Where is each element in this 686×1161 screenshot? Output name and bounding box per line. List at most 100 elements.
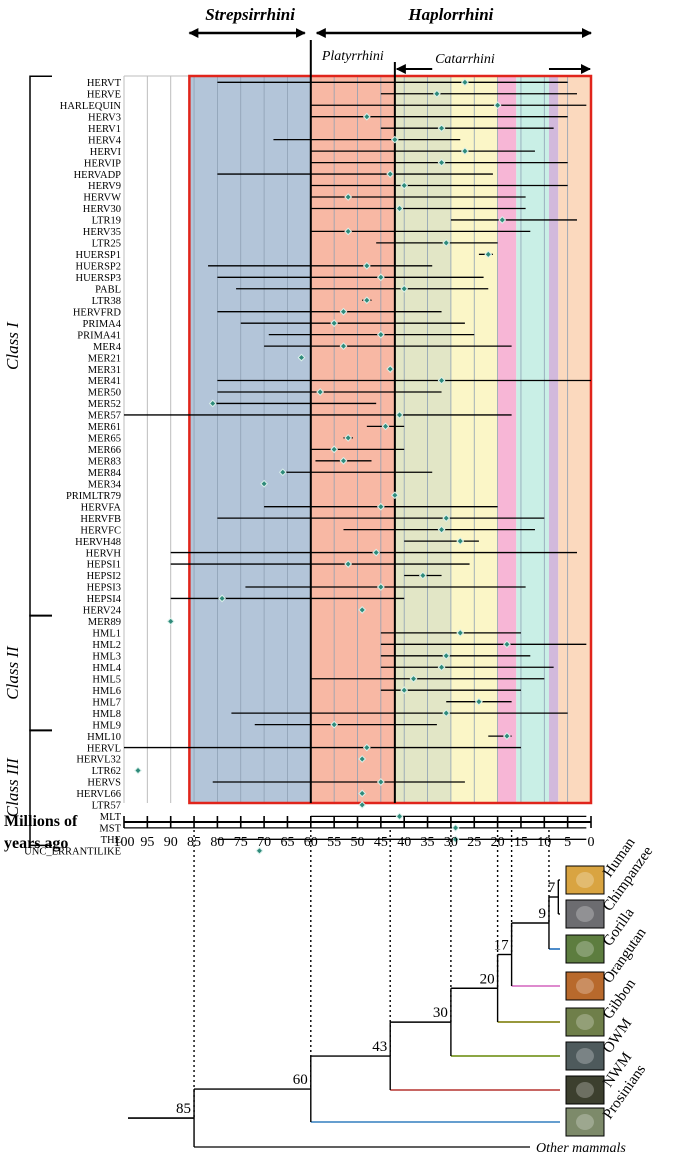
- age-marker-hervw: [344, 193, 353, 201]
- x-axis: 100 95 90 85 80 75 70 65 60 55 50 45 40 35 30 25 20 15 10 5…: [4, 813, 595, 852]
- age-marker-ltr62: [134, 766, 142, 775]
- node-label: 60: [293, 1072, 308, 1088]
- family-label-the: THE: [101, 835, 121, 846]
- family-label-mst: MST: [99, 824, 121, 835]
- family-label-herve: HERVE: [87, 89, 121, 100]
- node-label: 30: [433, 1005, 448, 1021]
- family-label-hepsi3: HEPSI3: [87, 583, 121, 594]
- family-label-ltr62: LTR62: [92, 766, 121, 777]
- age-marker-prima41: [376, 330, 385, 339]
- age-marker-mer61: [381, 422, 390, 431]
- family-label-ltr25: LTR25: [92, 239, 121, 250]
- photo-detail: [576, 1114, 594, 1130]
- family-label-herv35: HERV35: [83, 227, 121, 238]
- age-marker-ltr38: [362, 296, 371, 305]
- family-label-hml9: HML9: [92, 720, 121, 731]
- tip-label-gibbon: Gibbon: [600, 976, 639, 1022]
- photo-gibbon: [565, 1007, 605, 1037]
- node-label: 20: [480, 971, 495, 987]
- strepsirrhini-label: Strepsirrhini: [205, 5, 295, 24]
- family-label-hervfb: HERVFB: [80, 514, 121, 525]
- family-label-ltr19: LTR19: [92, 216, 121, 227]
- age-marker-hml8: [442, 709, 451, 718]
- family-label-mer57: MER57: [88, 411, 121, 422]
- photo-nwm: [565, 1075, 605, 1105]
- age-marker-herv9: [400, 181, 409, 190]
- family-label-ltr38: LTR38: [92, 296, 121, 307]
- age-marker-hml2: [503, 640, 511, 649]
- family-label-hervadp: HERVADP: [74, 170, 122, 181]
- age-ranges: [124, 78, 591, 855]
- age-marker-mer84: [278, 468, 287, 477]
- family-label-herv1: HERV1: [88, 124, 121, 135]
- x-tick-label: 45: [374, 835, 388, 850]
- x-tick-label: 100: [114, 835, 135, 850]
- age-marker-hml1: [456, 628, 465, 637]
- age-marker-ltr57: [358, 801, 367, 809]
- age-marker-hepsi3: [376, 583, 385, 591]
- x-tick-label: 65: [280, 835, 294, 850]
- age-marker-herv30: [395, 204, 404, 213]
- family-label-hervfa: HERVFA: [81, 502, 122, 513]
- age-marker-mer21: [297, 353, 306, 362]
- family-label-herv3: HERV3: [88, 112, 121, 123]
- age-marker-herv24: [358, 606, 367, 614]
- x-tick-label: 35: [421, 835, 435, 850]
- age-marker-mer65: [344, 433, 353, 442]
- family-label-primltr79: PRIMLTR79: [66, 491, 121, 502]
- x-tick-label: 85: [187, 835, 201, 850]
- age-marker-hervfc: [437, 525, 446, 534]
- x-tick-label: 40: [397, 835, 411, 850]
- family-label-prima41: PRIMA41: [77, 330, 121, 341]
- age-marker-the: [451, 835, 460, 844]
- family-label-hml7: HML7: [92, 697, 121, 708]
- age-marker-herv35: [344, 227, 353, 236]
- photo-detail: [576, 978, 594, 994]
- family-label-hervip: HERVIP: [84, 158, 121, 169]
- phylogeny-tree: 85604330201797HumanChimpanzeeGorillaOran…: [128, 830, 656, 1156]
- age-marker-mer50: [316, 388, 325, 396]
- age-marker-hervl66: [358, 789, 367, 798]
- x-tick-label: 80: [210, 835, 224, 850]
- x-tick-label: 60: [304, 835, 318, 850]
- age-marker-hml6: [400, 686, 409, 695]
- node-label: 9: [538, 906, 546, 922]
- age-marker-hervfrd: [339, 307, 348, 316]
- age-marker-hml3: [442, 651, 451, 660]
- family-label-hervfrd: HERVFRD: [73, 307, 122, 318]
- x-tick-label: 75: [234, 835, 248, 850]
- x-axis-label-1: Millions of: [4, 813, 78, 830]
- age-marker-mer41: [437, 376, 446, 385]
- photo-detail: [576, 1014, 594, 1030]
- age-marker-hervi: [461, 147, 469, 156]
- age-marker-hml4: [437, 663, 446, 672]
- family-label-hepsi4: HEPSI4: [87, 594, 122, 605]
- age-marker-hervadp: [386, 170, 395, 178]
- x-tick-label: 5: [564, 835, 571, 850]
- age-marker-hervl: [362, 743, 371, 752]
- class-label-3: Class III: [3, 757, 22, 817]
- family-label-hepsi1: HEPSI1: [87, 560, 121, 571]
- family-label-hml6: HML6: [92, 686, 121, 697]
- family-label-mer41: MER41: [88, 376, 121, 387]
- family-label-hml4: HML4: [92, 663, 121, 674]
- age-marker-hepsi4: [218, 594, 226, 603]
- age-marker-herv4: [390, 135, 399, 144]
- x-tick-label: 55: [327, 835, 341, 850]
- age-marker-hervt: [461, 78, 469, 87]
- family-label-mer52: MER52: [88, 399, 121, 410]
- family-label-hervh48: HERVH48: [75, 537, 121, 548]
- class-brackets: Class I Class II Class III: [3, 75, 52, 847]
- family-label-hml10: HML10: [87, 732, 121, 743]
- tip-label-other-mammals: Other mammals: [536, 1141, 626, 1156]
- age-marker-hml9: [330, 720, 339, 729]
- photo-chimpanzee: [565, 899, 605, 929]
- photo-human: [565, 865, 605, 895]
- age-marker-herv3: [362, 112, 371, 121]
- family-label-ltr57: LTR57: [92, 801, 121, 812]
- band-4: [497, 76, 517, 803]
- node-label: 85: [176, 1101, 191, 1117]
- family-label-mer61: MER61: [88, 422, 121, 433]
- photo-orangutan: [565, 971, 605, 1001]
- age-marker-hml7: [475, 697, 483, 706]
